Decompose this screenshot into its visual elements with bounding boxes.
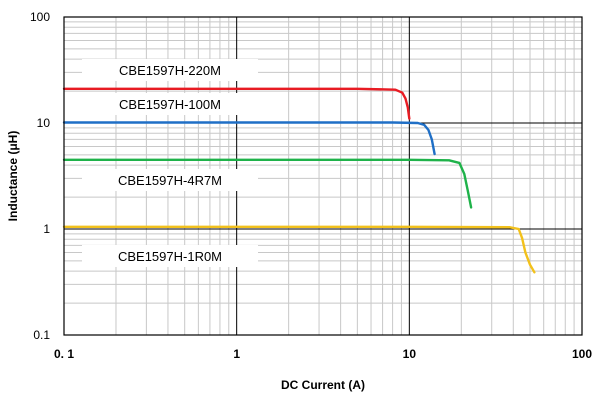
y-tick-label: 100 [30,10,50,24]
series-line-2 [62,121,436,156]
series-label-2: CBE1597H-100M [119,97,221,112]
series-labels: CBE1597H-220M CBE1597H-100M CBE1597H-4R7M C… [82,59,258,267]
x-tick-labels: 0. 1 1 10 100 [54,347,592,361]
series-label-box-4 [82,245,258,267]
x-tick-label: 10 [403,347,417,361]
series-label-box-3 [82,169,258,191]
x-tick-label: 100 [572,347,592,361]
series-line-1 [62,87,411,120]
series-label-4: CBE1597H-1R0M [118,249,222,264]
series-line-4 [62,225,536,274]
x-tick-label: 0. 1 [54,347,74,361]
series-label-box-2 [82,93,258,115]
plot-frame [63,16,583,336]
series-label-1: CBE1597H-220M [119,63,221,78]
y-tick-labels: 0.1 1 10 100 [30,10,50,342]
series-line-3 [62,158,473,209]
y-tick-label: 1 [43,222,50,236]
series-label-3: CBE1597H-4R7M [118,173,222,188]
y-axis-label: Inductance (μH) [6,131,20,222]
series-layer [62,87,536,274]
x-tick-label: 1 [233,347,240,361]
x-axis-label: DC Current (A) [281,378,365,392]
y-tick-label: 0.1 [33,328,50,342]
y-tick-label: 10 [37,116,51,130]
series-label-box-1 [82,59,258,81]
